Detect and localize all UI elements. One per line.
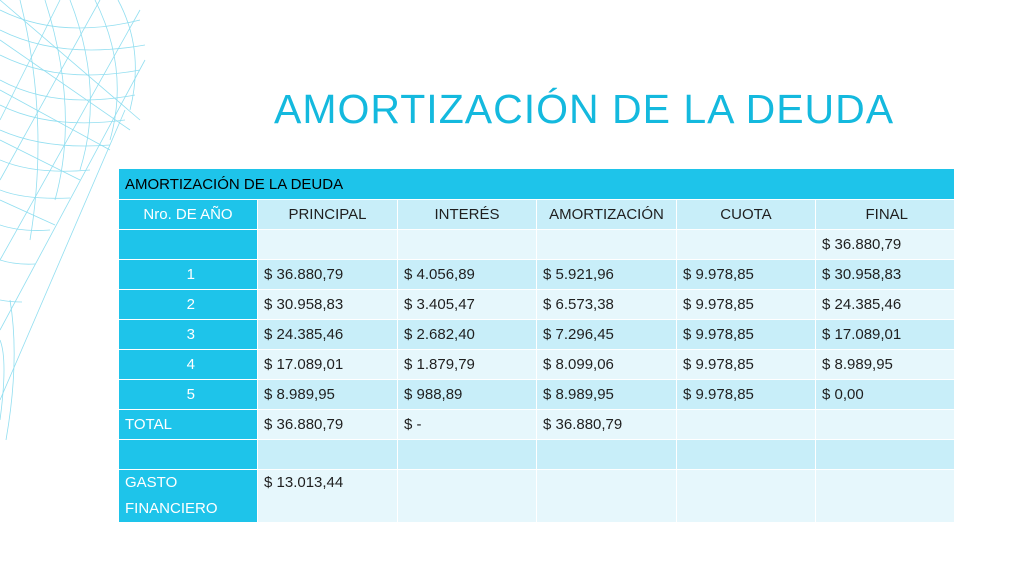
wireframe-mesh-decoration-icon <box>0 0 146 440</box>
column-header-amortization: AMORTIZACIÓN <box>536 199 677 230</box>
cell-payment: $ 9.978,85 <box>676 319 816 350</box>
table-row-total: TOTAL $ 36.880,79 $ - $ 36.880,79 <box>118 409 955 440</box>
row-label: GASTO FINANCIERO <box>118 469 258 523</box>
table-row: 5 $ 8.989,95 $ 988,89 $ 8.989,95 $ 9.978… <box>118 379 955 410</box>
column-header-payment: CUOTA <box>676 199 816 230</box>
cell-amortization <box>536 469 677 523</box>
amortization-table: AMORTIZACIÓN DE LA DEUDA Nro. DE AÑO PRI… <box>118 168 955 523</box>
column-header-year: Nro. DE AÑO <box>118 199 258 230</box>
cell-amortization: $ 8.099,06 <box>536 349 677 380</box>
table-row: 2 $ 30.958,83 $ 3.405,47 $ 6.573,38 $ 9.… <box>118 289 955 320</box>
cell-principal <box>257 439 398 470</box>
cell-amortization <box>536 229 677 260</box>
cell-principal: $ 30.958,83 <box>257 289 398 320</box>
row-label <box>118 229 258 260</box>
cell-final: $ 0,00 <box>815 379 955 410</box>
row-label <box>118 439 258 470</box>
cell-final: $ 8.989,95 <box>815 349 955 380</box>
cell-interest: $ 4.056,89 <box>397 259 537 290</box>
cell-principal: $ 17.089,01 <box>257 349 398 380</box>
cell-principal: $ 36.880,79 <box>257 409 398 440</box>
table-caption: AMORTIZACIÓN DE LA DEUDA <box>118 168 955 200</box>
cell-payment: $ 9.978,85 <box>676 349 816 380</box>
cell-final: $ 36.880,79 <box>815 229 955 260</box>
slide-title: AMORTIZACIÓN DE LA DEUDA <box>274 86 895 132</box>
column-header-principal: PRINCIPAL <box>257 199 398 230</box>
cell-payment: $ 9.978,85 <box>676 379 816 410</box>
table-caption-row: AMORTIZACIÓN DE LA DEUDA <box>118 168 955 200</box>
column-header-final: FINAL <box>815 199 955 230</box>
cell-payment <box>676 229 816 260</box>
cell-amortization: $ 6.573,38 <box>536 289 677 320</box>
cell-principal: $ 36.880,79 <box>257 259 398 290</box>
cell-amortization <box>536 439 677 470</box>
table-row-empty <box>118 439 955 470</box>
table-row: 1 $ 36.880,79 $ 4.056,89 $ 5.921,96 $ 9.… <box>118 259 955 290</box>
cell-principal: $ 13.013,44 <box>257 469 398 523</box>
cell-amortization: $ 7.296,45 <box>536 319 677 350</box>
cell-final <box>815 469 955 523</box>
cell-final: $ 30.958,83 <box>815 259 955 290</box>
cell-payment: $ 9.978,85 <box>676 289 816 320</box>
cell-amortization: $ 8.989,95 <box>536 379 677 410</box>
table-row: 4 $ 17.089,01 $ 1.879,79 $ 8.099,06 $ 9.… <box>118 349 955 380</box>
cell-principal <box>257 229 398 260</box>
cell-interest: $ 3.405,47 <box>397 289 537 320</box>
table-row: 3 $ 24.385,46 $ 2.682,40 $ 7.296,45 $ 9.… <box>118 319 955 350</box>
cell-interest: $ 2.682,40 <box>397 319 537 350</box>
cell-payment <box>676 469 816 523</box>
cell-interest: $ - <box>397 409 537 440</box>
table-header-row: Nro. DE AÑO PRINCIPAL INTERÉS AMORTIZACI… <box>118 199 955 230</box>
table-row-financial-cost: GASTO FINANCIERO $ 13.013,44 <box>118 469 955 523</box>
cell-interest <box>397 439 537 470</box>
cell-principal: $ 24.385,46 <box>257 319 398 350</box>
cell-payment <box>676 409 816 440</box>
cell-final: $ 17.089,01 <box>815 319 955 350</box>
cell-payment <box>676 439 816 470</box>
table-row: $ 36.880,79 <box>118 229 955 260</box>
cell-interest <box>397 229 537 260</box>
cell-final <box>815 439 955 470</box>
cell-amortization: $ 36.880,79 <box>536 409 677 440</box>
column-header-interest: INTERÉS <box>397 199 537 230</box>
cell-final <box>815 409 955 440</box>
cell-interest: $ 1.879,79 <box>397 349 537 380</box>
row-label: TOTAL <box>118 409 258 440</box>
cell-interest: $ 988,89 <box>397 379 537 410</box>
row-label: 5 <box>118 379 258 410</box>
row-label: 2 <box>118 289 258 320</box>
row-label: 1 <box>118 259 258 290</box>
cell-interest <box>397 469 537 523</box>
cell-amortization: $ 5.921,96 <box>536 259 677 290</box>
row-label: 3 <box>118 319 258 350</box>
cell-principal: $ 8.989,95 <box>257 379 398 410</box>
cell-final: $ 24.385,46 <box>815 289 955 320</box>
cell-payment: $ 9.978,85 <box>676 259 816 290</box>
row-label: 4 <box>118 349 258 380</box>
